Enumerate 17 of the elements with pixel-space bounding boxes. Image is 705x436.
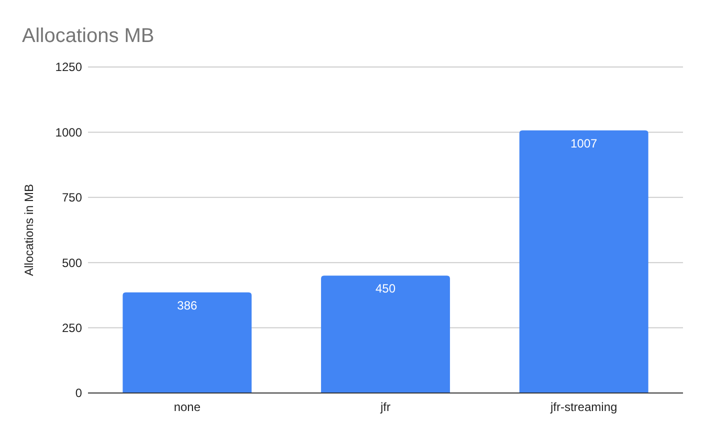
y-axis-title: Allocations in MB [22, 184, 36, 276]
y-tick-label: 0 [75, 386, 82, 400]
chart-title: Allocations MB [22, 25, 154, 47]
data-label: 386 [177, 298, 198, 312]
data-label: 1007 [570, 136, 598, 150]
data-label: 450 [375, 282, 396, 296]
y-tick-label: 750 [62, 190, 82, 205]
y-tick-label: 250 [62, 321, 82, 335]
y-tick-label: 500 [62, 256, 82, 270]
bar [321, 276, 450, 393]
bar [519, 130, 648, 393]
y-tick-label: 1000 [55, 125, 82, 140]
x-tick-label: jfr-streaming [549, 400, 618, 414]
x-tick-label: jfr [380, 400, 390, 414]
bar [122, 292, 252, 393]
x-tick-label: none [174, 400, 201, 414]
y-tick-label: 1250 [55, 60, 82, 74]
